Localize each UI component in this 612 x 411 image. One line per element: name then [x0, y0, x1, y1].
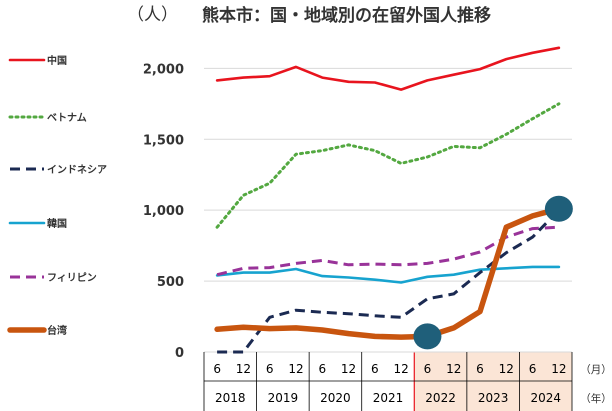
x-month-label: 12: [288, 362, 303, 376]
x-year-label: 2018: [215, 391, 246, 405]
legend-label: 台湾: [47, 324, 67, 337]
highlight-region: [414, 352, 572, 411]
x-year-label: 2021: [373, 391, 404, 405]
series-layer: [214, 46, 562, 354]
x-year-label: 2024: [530, 391, 561, 405]
marker-layer: [413, 195, 573, 350]
x-month-label: 6: [318, 362, 326, 376]
x-month-label: 12: [341, 362, 356, 376]
legend-label: インドネシア: [47, 164, 107, 176]
legend-label: 中国: [47, 54, 67, 67]
series-line-1: [215, 102, 561, 229]
x-month-label: 6: [529, 362, 537, 376]
series-line-2: [217, 209, 560, 354]
y-tick-label: 2,000: [143, 62, 184, 77]
legend-label: ベトナム: [47, 112, 87, 124]
x-month-label: 12: [551, 362, 566, 376]
series-line-0: [215, 46, 561, 91]
x-month-label: 6: [371, 362, 379, 376]
y-tick-label: 1,500: [143, 133, 184, 148]
y-tick-label: 0: [175, 346, 184, 361]
x-month-label: 6: [266, 362, 274, 376]
x-month-label: 12: [394, 362, 409, 376]
x-month-unit: （月）: [580, 364, 612, 376]
x-month-label: 6: [424, 362, 432, 376]
series-line-3: [215, 265, 561, 284]
x-year-unit: （年）: [580, 392, 612, 405]
series-line-5: [214, 206, 562, 340]
y-tick-label: 500: [157, 275, 184, 290]
x-axis-table: 6 12 6 12 6 12 6 12 6 12 6 12 6 12 2018 2019 2020 2021 202…: [203, 352, 612, 411]
x-month-label: 6: [476, 362, 484, 376]
grid-layer: [204, 67, 572, 411]
y-tick-label: 1,000: [143, 204, 184, 219]
x-month-label: 12: [236, 362, 251, 376]
x-month-label: 6: [213, 362, 221, 376]
y-axis-unit: （人）: [127, 5, 178, 25]
legend-label: フィリピン: [47, 272, 97, 284]
highlight-marker: [544, 195, 573, 222]
x-year-label: 2022: [425, 391, 456, 405]
x-year-label: 2023: [478, 391, 509, 405]
x-year-label: 2019: [268, 391, 299, 405]
legend-label: 韓国: [47, 217, 67, 230]
x-year-label: 2020: [320, 391, 351, 405]
highlight-marker: [413, 323, 442, 350]
y-tick-labels: 0 500 1,000 1,500 2,000: [143, 62, 184, 361]
x-month-label: 12: [499, 362, 514, 376]
chart-title: 熊本市：国・地域別の在留外国人推移: [202, 5, 491, 26]
x-month-label: 12: [446, 362, 461, 376]
